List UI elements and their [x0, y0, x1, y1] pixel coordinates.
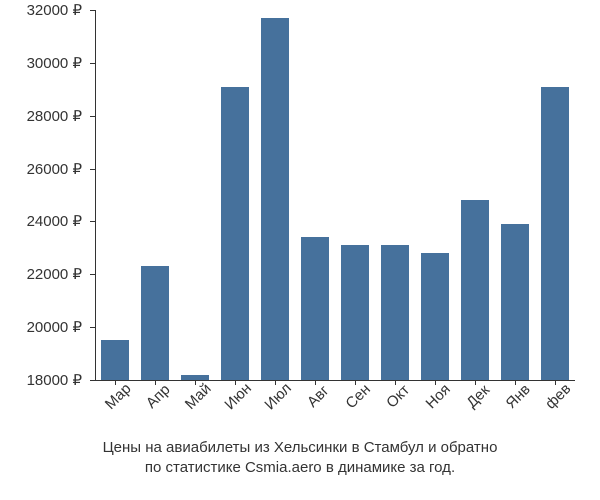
bar	[381, 245, 409, 380]
x-tick-mark	[435, 380, 436, 385]
x-tick-mark	[195, 380, 196, 385]
x-tick-mark	[475, 380, 476, 385]
y-tick-label: 28000 ₽	[27, 107, 82, 125]
bar	[421, 253, 449, 380]
bar	[501, 224, 529, 380]
x-tick-mark	[275, 380, 276, 385]
bar	[221, 87, 249, 380]
bar	[461, 200, 489, 380]
y-tick-label: 18000 ₽	[27, 371, 82, 389]
x-tick-mark	[315, 380, 316, 385]
y-tick-label: 30000 ₽	[27, 54, 82, 72]
x-labels: МарАпрМайИюнИюлАвгСенОктНояДекЯнвфев	[95, 382, 575, 442]
y-tick-label: 22000 ₽	[27, 265, 82, 283]
bar	[541, 87, 569, 380]
x-tick-mark	[355, 380, 356, 385]
y-tick-label: 26000 ₽	[27, 160, 82, 178]
y-tick-mark	[90, 169, 95, 170]
chart-caption: Цены на авиабилеты из Хельсинки в Стамбу…	[0, 438, 600, 479]
y-tick-mark	[90, 221, 95, 222]
y-tick-mark	[90, 327, 95, 328]
y-tick-mark	[90, 274, 95, 275]
y-tick-label: 20000 ₽	[27, 318, 82, 336]
x-tick-mark	[155, 380, 156, 385]
y-tick-mark	[90, 63, 95, 64]
bar	[301, 237, 329, 380]
x-tick-mark	[395, 380, 396, 385]
plot-area	[95, 10, 575, 380]
bar	[261, 18, 289, 380]
x-tick-mark	[515, 380, 516, 385]
bar	[341, 245, 369, 380]
y-axis: 18000 ₽20000 ₽22000 ₽24000 ₽26000 ₽28000…	[0, 10, 90, 380]
x-axis: МарАпрМайИюнИюлАвгСенОктНояДекЯнвфев	[95, 382, 575, 442]
x-tick-mark	[555, 380, 556, 385]
y-tick-label: 32000 ₽	[27, 1, 82, 19]
bar	[141, 266, 169, 380]
x-tick-mark	[235, 380, 236, 385]
caption-line-2: по статистике Csmia.aero в динамике за г…	[145, 459, 455, 476]
bars-group	[95, 10, 575, 380]
x-tick-mark	[115, 380, 116, 385]
y-tick-mark	[90, 116, 95, 117]
caption-line-1: Цены на авиабилеты из Хельсинки в Стамбу…	[103, 439, 498, 456]
y-tick-label: 24000 ₽	[27, 212, 82, 230]
bar	[101, 340, 129, 380]
price-chart: 18000 ₽ 20000 ₽ 22000 ₽ 24000 ₽ 26000 ₽ 28000…	[0, 0, 600, 500]
y-tick-mark	[90, 10, 95, 11]
y-tick-mark	[90, 380, 95, 381]
